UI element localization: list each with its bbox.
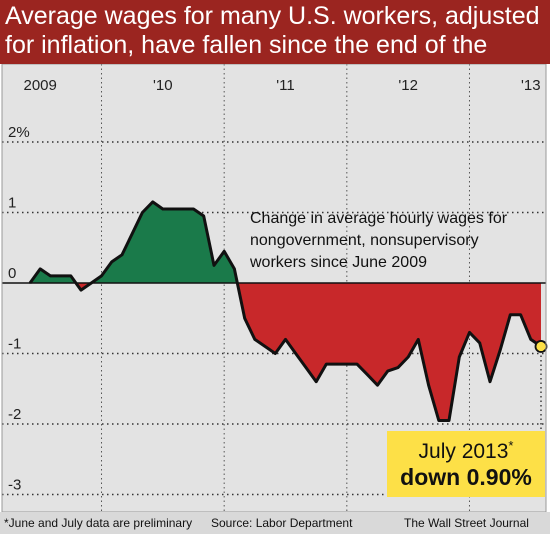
- preliminary-mark: *: [508, 438, 514, 453]
- data-point-31: [346, 363, 348, 365]
- plot-frame: [1, 64, 547, 512]
- data-point-0: [29, 282, 31, 284]
- data-point-45: [489, 380, 491, 383]
- data-point-40: [438, 419, 440, 422]
- data-point-7: [100, 275, 103, 277]
- annotation-line-3: workers since June 2009: [250, 254, 427, 271]
- footer-source: Source: Labor Department: [211, 516, 353, 530]
- data-point-10: [131, 232, 133, 235]
- data-point-27: [305, 366, 307, 369]
- x-tick-label: '13: [521, 77, 541, 94]
- x-tick-label: '12: [398, 77, 418, 94]
- data-point-29: [325, 363, 328, 365]
- y-tick-label: -2: [8, 406, 21, 423]
- data-point-37: [407, 356, 410, 358]
- data-point-2: [49, 275, 52, 277]
- data-point-14: [172, 208, 174, 210]
- data-point-24: [274, 352, 277, 355]
- data-point-12: [151, 201, 154, 203]
- data-point-39: [427, 384, 430, 387]
- callout-value: down 0.90%: [400, 464, 532, 490]
- footer-credit: The Wall Street Journal: [404, 516, 529, 530]
- data-point-20: [233, 268, 236, 270]
- data-point-18: [213, 264, 215, 267]
- data-point-32: [356, 363, 358, 365]
- data-point-36: [397, 366, 399, 369]
- latest-point-marker: [534, 340, 548, 353]
- data-point-5: [80, 289, 82, 291]
- data-point-6: [90, 282, 93, 284]
- data-point-33: [366, 373, 369, 376]
- data-point-44: [478, 342, 481, 344]
- data-point-35: [386, 370, 389, 372]
- data-point-46: [499, 349, 502, 351]
- annotation-line-1: Change in average hourly wages for: [250, 210, 508, 227]
- footer-note: *June and July data are preliminary: [4, 516, 193, 530]
- data-point-4: [70, 275, 72, 277]
- data-point-1: [39, 268, 41, 270]
- data-point-22: [254, 338, 256, 341]
- data-point-47: [509, 313, 512, 316]
- data-point-3: [59, 275, 62, 277]
- x-tick-label: '11: [276, 77, 294, 94]
- series-annotation: Change in average hourly wages for nongo…: [250, 208, 507, 274]
- data-point-26: [294, 352, 297, 355]
- title-banner: [0, 0, 550, 64]
- data-point-13: [162, 208, 164, 210]
- y-tick-label: -1: [8, 336, 21, 353]
- data-point-28: [315, 380, 318, 383]
- y-tick-label: 1: [8, 195, 16, 212]
- latest-value-callout: July 2013* down 0.90%: [387, 431, 545, 497]
- data-point-8: [110, 261, 113, 263]
- data-point-48: [519, 313, 522, 316]
- footer-bar: [0, 512, 550, 534]
- data-point-30: [335, 363, 338, 365]
- positive-area-1: [91, 201, 238, 283]
- data-point-42: [458, 356, 461, 358]
- data-point-15: [182, 208, 185, 210]
- data-point-25: [284, 338, 287, 341]
- data-point-43: [468, 331, 471, 334]
- data-point-38: [417, 338, 420, 341]
- data-point-49: [530, 338, 532, 341]
- x-tick-label: 2009: [23, 77, 56, 94]
- y-tick-label: 2%: [8, 124, 30, 141]
- data-point-19: [223, 250, 225, 253]
- y-tick-label: 0: [8, 265, 16, 282]
- data-point-9: [121, 254, 123, 256]
- y-tick-label: -3: [8, 477, 21, 494]
- data-point-23: [264, 345, 266, 348]
- data-point-11: [141, 211, 144, 214]
- callout-date-text: July 2013: [418, 440, 509, 463]
- callout-date: July 2013*: [387, 438, 545, 464]
- negative-area-1: [237, 283, 542, 421]
- data-point-16: [192, 208, 195, 210]
- data-point-17: [202, 215, 205, 217]
- annotation-line-2: nongovernment, nonsupervisory: [250, 232, 479, 249]
- x-tick-label: '10: [153, 77, 173, 94]
- data-point-21: [243, 317, 246, 320]
- data-point-34: [376, 384, 379, 387]
- data-point-41: [448, 419, 450, 422]
